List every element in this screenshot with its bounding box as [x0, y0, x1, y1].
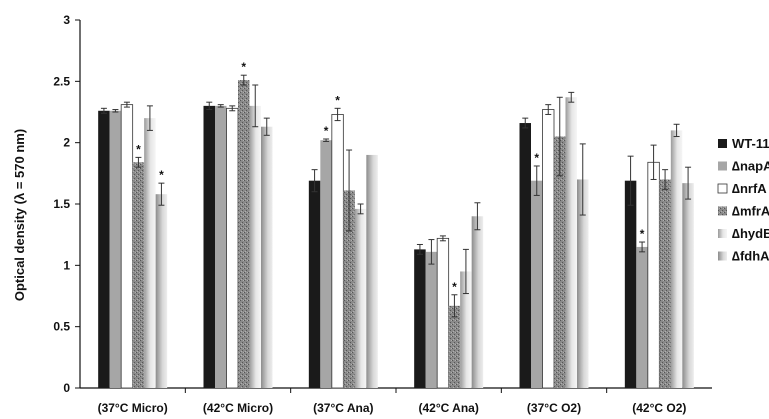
bar-(37°C O2)-∆fdhA	[577, 179, 589, 388]
x-category-label: (42°C Micro)	[203, 401, 273, 415]
bar-(37°C Ana)-∆hydB	[354, 208, 367, 388]
bar-(42°C Ana)-∆mfrA	[448, 305, 461, 388]
x-category-label: (42°C Ana)	[418, 401, 478, 415]
legend-swatch-∆hydB	[718, 229, 727, 238]
bar-(42°C Micro)-∆fdhA	[261, 126, 273, 388]
significance-star: *	[335, 93, 340, 107]
bar-(42°C O2)-∆fdhA	[682, 183, 694, 388]
bar-(37°C O2)-∆hydB	[565, 97, 577, 388]
bar-(42°C Micro)-∆napA	[215, 105, 227, 388]
bar-(42°C Ana)-∆nrfA	[436, 237, 450, 389]
y-axis-title: Optical density (λ = 570 nm)	[12, 129, 27, 301]
bar-(42°C O2)-∆nrfA	[647, 161, 660, 389]
legend-swatch-∆fdhA	[718, 251, 727, 261]
legend-swatch-∆nrfA	[717, 183, 728, 194]
significance-star: *	[159, 168, 164, 182]
bar-(37°C Micro)-∆nrfA	[120, 104, 134, 389]
legend-swatch-∆napA	[718, 161, 727, 171]
bar-(42°C O2)-∆hydB	[670, 130, 683, 388]
legend-label-∆fdhA: ∆fdhA	[732, 249, 769, 264]
legend: WT-11168 ∆napA ∆nrfA ∆mfrA ∆hydB ∆fdhA	[717, 136, 769, 264]
bar-(42°C Micro)-WT-11168	[203, 105, 215, 388]
bar-(42°C Ana)-∆napA	[425, 251, 438, 388]
significance-star: *	[136, 142, 141, 156]
bar-(37°C Ana)-WT-11168	[308, 180, 321, 388]
bar-(42°C Ana)-∆fdhA	[471, 216, 484, 388]
significance-star: *	[534, 151, 539, 165]
significance-star: *	[640, 227, 645, 241]
x-category-label: (37°C Ana)	[313, 401, 373, 415]
bar-(37°C O2)-∆napA	[531, 180, 543, 388]
bar-(37°C Micro)-∆fdhA	[155, 194, 168, 388]
legend-swatch-WT-11168	[718, 139, 727, 148]
legend-label-∆nrfA: ∆nrfA	[732, 181, 767, 196]
y-tick-label: 0.5	[53, 320, 70, 334]
y-tick-label: 0	[63, 381, 70, 395]
y-tick-label: 2	[63, 136, 70, 150]
bar-(37°C Ana)-∆nrfA	[331, 114, 344, 389]
y-tick-label: 1	[63, 258, 70, 272]
y-tick-label: 2.5	[53, 74, 70, 88]
bar-(37°C Ana)-∆fdhA	[366, 154, 378, 388]
bar-(37°C Ana)-∆mfrA	[343, 190, 355, 388]
bar-(42°C Micro)-∆hydB	[249, 105, 261, 388]
bar-(37°C O2)-∆mfrA	[554, 136, 566, 388]
y-tick-label: 3	[63, 13, 70, 27]
bar-(42°C Micro)-∆mfrA	[238, 80, 250, 389]
bar-(37°C O2)-WT-11168	[519, 123, 531, 388]
significance-star: *	[452, 280, 457, 294]
bar-(37°C Micro)-∆hydB	[144, 118, 156, 388]
legend-label-∆hydB: ∆hydB	[732, 226, 769, 241]
bar-(37°C O2)-∆nrfA	[542, 109, 555, 389]
bar-(37°C Micro)-∆mfrA	[132, 162, 145, 388]
bar-(37°C Micro)-WT-11168	[98, 110, 110, 389]
legend-label-WT-11168: WT-11168	[732, 136, 769, 151]
legend-swatch-∆mfrA	[718, 206, 727, 216]
significance-star: *	[324, 124, 329, 138]
bar-(42°C Ana)-∆hydB	[460, 271, 472, 388]
bar-(42°C O2)-∆napA	[636, 246, 648, 388]
x-category-label: (37°C Micro)	[98, 401, 168, 415]
bar-(42°C O2)-∆mfrA	[659, 179, 671, 388]
legend-label-∆mfrA: ∆mfrA	[732, 204, 769, 219]
bar-(42°C Micro)-∆nrfA	[226, 107, 239, 389]
significance-star: *	[241, 60, 246, 74]
x-category-label: (37°C O2)	[527, 401, 581, 415]
bar-(42°C Ana)-WT-11168	[414, 249, 426, 388]
legend-label-∆napA: ∆napA	[732, 159, 769, 174]
bar-(37°C Micro)-∆napA	[109, 110, 122, 389]
x-category-label: (42°C O2)	[632, 401, 686, 415]
bar-(42°C O2)-WT-11168	[624, 180, 637, 388]
bar-(37°C Ana)-∆napA	[320, 140, 332, 388]
y-tick-label: 1.5	[53, 197, 70, 211]
